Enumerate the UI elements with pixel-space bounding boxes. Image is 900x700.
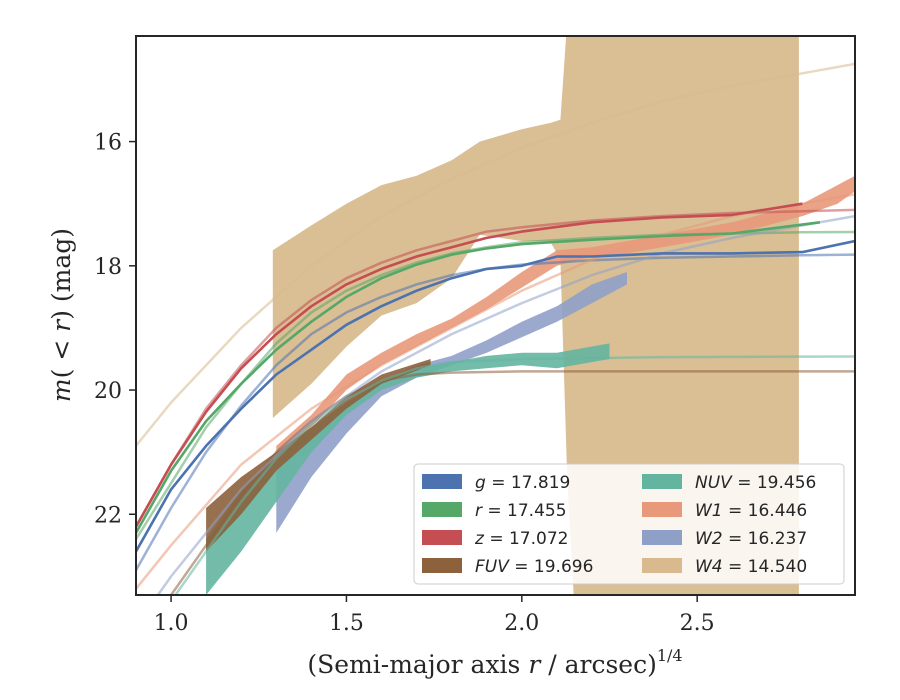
legend-swatch-nuv: [642, 474, 682, 489]
y-tick-label: 16: [94, 131, 122, 156]
y-tick-label: 22: [94, 503, 122, 528]
legend-label-fuv: FUV = 19.696: [475, 557, 593, 577]
model-curve-w2: [156, 214, 855, 595]
axes: 1.0 1.5 2.0 2.5 16 18 20 22: [94, 131, 715, 636]
legend-swatch-w4: [642, 558, 682, 573]
plot-frame: [135, 35, 856, 596]
data-line-z: [136, 202, 803, 528]
legend-label-z: z = 17.072: [474, 529, 568, 549]
legend-swatch-w2: [642, 530, 682, 545]
model-curve-nuv: [173, 355, 855, 595]
legend-swatch-z: [422, 530, 462, 545]
legend-box: [413, 463, 845, 585]
y-axis-label: m( < r) (mag): [47, 228, 76, 402]
x-tick-label: 1.0: [154, 611, 189, 636]
x-axis-label: (Semi-major axis r / arcsec)1/4: [307, 646, 682, 679]
legend-label-r: r = 17.455: [475, 501, 567, 521]
legend-swatch-r: [422, 502, 462, 517]
band-w2: [276, 272, 627, 533]
legend-swatch-fuv: [422, 558, 462, 573]
band-nuv: [206, 343, 610, 595]
data-line-g: [136, 239, 855, 553]
legend-label-nuv: NUV = 19.456: [695, 473, 816, 493]
model-curve-z: [136, 208, 855, 528]
x-tick-label: 2.5: [680, 611, 715, 636]
model-curve-w4: [136, 62, 855, 447]
band-w4: [272, 36, 799, 595]
legend-swatch-w1: [642, 502, 682, 517]
legend-label-g: g = 17.819: [475, 473, 570, 493]
legend-label-w1: W1 = 16.446: [695, 501, 807, 521]
legend-label-w2: W2 = 16.237: [695, 529, 807, 549]
x-tick-label: 2.0: [504, 611, 539, 636]
legend-label-w4: W4 = 14.540: [695, 557, 807, 577]
legend: g = 17.819 r = 17.455 z = 17.072 FUV = 19.6…: [413, 463, 845, 585]
y-tick-label: 18: [94, 255, 122, 280]
y-tick-label: 20: [94, 379, 122, 404]
data-line-r: [136, 221, 821, 534]
x-tick-label: 1.5: [329, 611, 364, 636]
legend-swatch-g: [422, 474, 462, 489]
plot-area: [136, 36, 855, 595]
